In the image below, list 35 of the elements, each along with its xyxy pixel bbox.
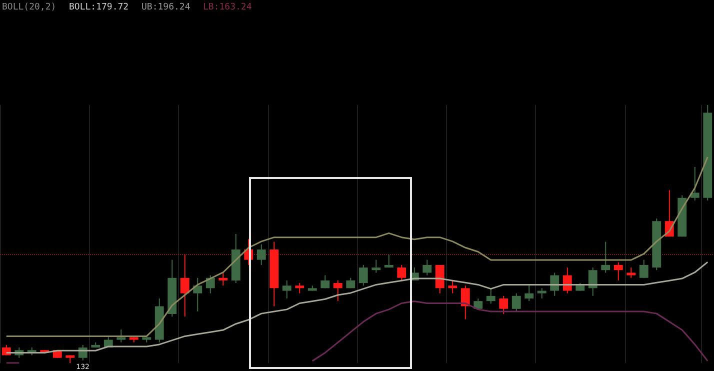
candlestick (690, 166, 700, 201)
candlestick (524, 285, 534, 302)
candlestick (614, 262, 623, 281)
candlestick (372, 259, 381, 274)
candlestick (537, 288, 546, 299)
candlestick (180, 254, 190, 318)
text: LB:163.24 (203, 2, 252, 12)
candlestick (639, 259, 648, 278)
candlestick (218, 272, 228, 286)
candlestick (460, 285, 470, 320)
candlestick (486, 288, 496, 304)
candlestick (422, 259, 432, 276)
candlestick (601, 241, 610, 274)
candlestick (384, 254, 394, 268)
text: BOLL(20,2) (2, 2, 56, 12)
candlestick (499, 295, 508, 314)
candlestick (193, 277, 202, 312)
candlestick (448, 280, 458, 294)
candlestick (550, 272, 560, 296)
text: UB:196.24 (142, 2, 190, 12)
candlestick (256, 244, 266, 266)
candlestick (2, 344, 11, 356)
candlestick (435, 264, 444, 294)
candlestick (358, 264, 368, 286)
candlestick (320, 274, 330, 289)
candlestick (562, 267, 572, 294)
candlestick (116, 328, 126, 343)
text: BOLL:179.72 (69, 2, 129, 12)
candlestick (512, 292, 521, 312)
candlestick (588, 267, 598, 296)
candlestick (282, 280, 292, 299)
candlestick (333, 280, 342, 302)
candlestick (295, 282, 304, 294)
candlestick (397, 264, 406, 281)
candlestick (626, 267, 636, 278)
